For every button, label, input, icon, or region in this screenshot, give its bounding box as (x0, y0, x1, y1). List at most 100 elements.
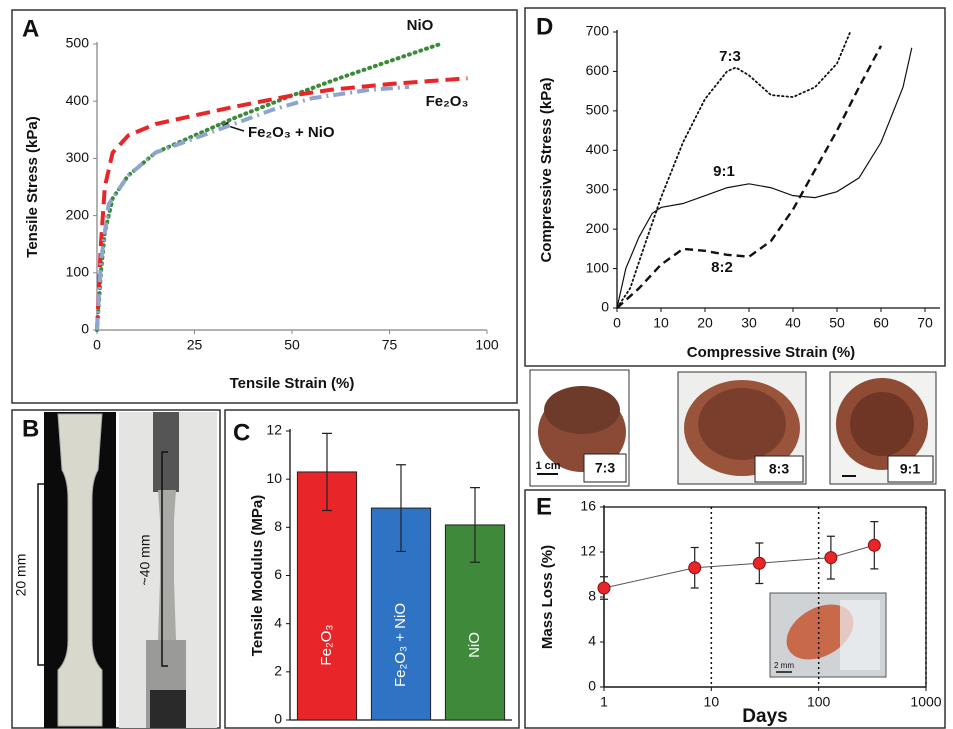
scale-bracket (37, 483, 44, 666)
panel-e-frame (524, 489, 946, 729)
x-tick-label: 1000 (910, 694, 941, 710)
sample-top (544, 386, 620, 434)
x-tick-label: 50 (284, 337, 300, 353)
y-tick-label: 12 (580, 543, 596, 559)
point (867, 538, 881, 552)
y-tick-label: 16 (580, 498, 596, 514)
line-series (616, 47, 913, 309)
scale-label: 2 mm (774, 661, 794, 670)
point (688, 561, 702, 575)
panel-letter: B (22, 415, 39, 442)
panel-a-frame (11, 9, 518, 404)
series-label: Fe₂O₃ + NiO (248, 124, 335, 141)
scale-label: 1 cm (535, 460, 560, 472)
sample-label: 9:1 (900, 461, 920, 477)
panel-letter: A (22, 15, 39, 42)
panel-c-frame (224, 409, 520, 729)
y-tick-label: 500 (66, 35, 90, 51)
x-axis-title: Days (742, 706, 787, 727)
y-axis-title: Mass Loss (%) (539, 545, 556, 649)
panel-letter: C (233, 419, 250, 446)
y-tick-label: 100 (66, 264, 90, 280)
y-tick-label: 200 (586, 220, 610, 236)
y-tick-label: 2 (274, 663, 282, 679)
y-tick-label: 300 (66, 149, 90, 165)
x-axis-title: Compressive Strain (%) (687, 344, 855, 361)
y-axis-title: Compressive Stress (kPa) (538, 77, 555, 262)
scale-label: 20 mm (13, 554, 29, 597)
series-label: 9:1 (713, 163, 735, 180)
y-tick-label: 300 (586, 180, 610, 196)
sample-label: 7:3 (595, 460, 615, 476)
y-tick-label: 8 (274, 518, 282, 534)
bar-label: Fe₂O₃ (318, 624, 335, 665)
sample-label: 8:3 (769, 461, 789, 477)
line-series (616, 45, 883, 309)
y-tick-label: 400 (66, 92, 90, 108)
trend-line (603, 544, 875, 589)
specimen (57, 413, 103, 727)
panel-d-frame (524, 7, 946, 367)
y-tick-label: 4 (588, 633, 596, 649)
x-tick-label: 100 (807, 694, 831, 710)
y-axis-title: Tensile Modulus (MPa) (249, 495, 266, 656)
series-label: 8:2 (711, 259, 733, 276)
sample-top (698, 388, 786, 460)
point (752, 556, 766, 570)
y-tick-label: 0 (81, 321, 89, 337)
bar (296, 471, 358, 721)
y-tick-label: 700 (586, 23, 610, 39)
y-axis-title: Tensile Stress (kPa) (24, 116, 41, 257)
y-tick-label: 500 (586, 102, 610, 118)
bar-label: NiO (466, 632, 483, 658)
point (824, 551, 838, 565)
y-tick-label: 8 (588, 588, 596, 604)
label-box (887, 455, 934, 483)
sample (786, 604, 854, 660)
x-tick-label: 30 (741, 315, 757, 331)
series-label: NiO (407, 17, 434, 34)
error-bar (322, 432, 332, 512)
vial (840, 600, 880, 670)
x-tick-label: 50 (829, 315, 845, 331)
y-tick-label: 600 (586, 62, 610, 78)
error-bar (396, 464, 406, 553)
x-tick-label: 70 (917, 315, 933, 331)
x-tick-label: 40 (785, 315, 801, 331)
label-box (754, 455, 804, 483)
line-series (616, 31, 852, 309)
y-tick-label: 6 (274, 566, 282, 582)
panel-letter: E (536, 493, 552, 520)
x-tick-label: 1 (600, 694, 608, 710)
line-series (95, 76, 468, 331)
y-tick-label: 100 (586, 259, 610, 275)
line-series (95, 84, 410, 331)
y-tick-label: 12 (266, 422, 282, 438)
x-tick-label: 25 (187, 337, 203, 353)
y-tick-label: 4 (274, 614, 282, 630)
series-label: 7:3 (719, 48, 741, 65)
x-tick-label: 100 (475, 337, 499, 353)
sample-top (850, 392, 914, 456)
y-tick-label: 10 (266, 470, 282, 486)
y-tick-label: 200 (66, 206, 90, 222)
panel-b-photos: B 20 mm ~40 mm (13, 412, 217, 728)
bar-label: Fe₂O₃ + NiO (392, 603, 409, 687)
x-tick-label: 10 (653, 315, 669, 331)
specimen (158, 490, 176, 640)
scale-label: ~40 mm (137, 535, 153, 586)
x-tick-label: 75 (382, 337, 398, 353)
grip (150, 690, 186, 728)
label-box (583, 453, 627, 483)
y-tick-label: 400 (586, 141, 610, 157)
panel-letter: D (536, 13, 553, 40)
x-tick-label: 20 (697, 315, 713, 331)
y-tick-label: 0 (588, 678, 596, 694)
x-tick-label: 0 (613, 315, 621, 331)
y-tick-label: 0 (601, 299, 609, 315)
x-tick-label: 60 (873, 315, 889, 331)
y-tick-label: 0 (274, 711, 282, 727)
scale-bracket (161, 451, 168, 667)
x-tick-label: 10 (704, 694, 720, 710)
